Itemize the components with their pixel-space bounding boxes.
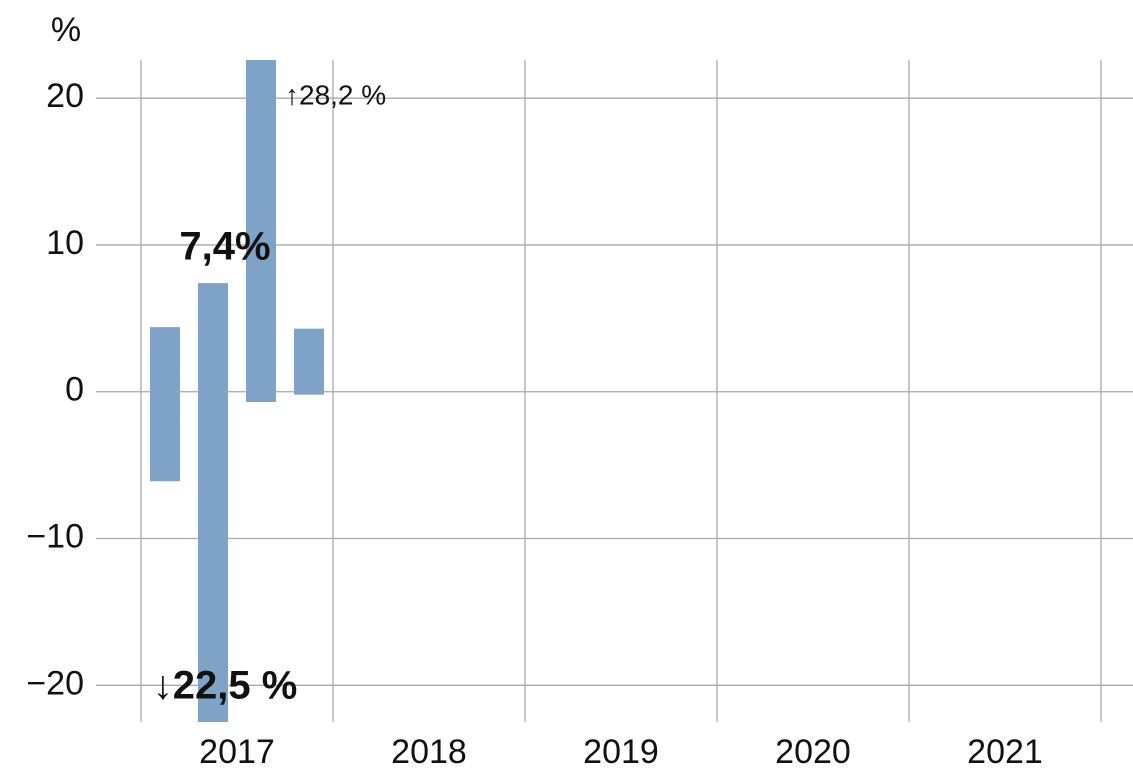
value-label: ↓22,5 % [153, 664, 298, 708]
value-label: ↑28,2 % [285, 79, 386, 110]
bar [246, 391, 276, 403]
value-label: 7,4% [179, 225, 270, 269]
bar [294, 391, 324, 395]
x-tick-label: 2018 [391, 733, 467, 771]
y-axis-label: % [51, 11, 81, 49]
y-tick-label: −10 [26, 518, 84, 556]
x-tick-label: 2017 [199, 733, 275, 771]
y-tick-label: 20 [46, 77, 84, 115]
y-tick-label: 10 [46, 224, 84, 262]
y-tick-label: 0 [65, 371, 84, 409]
x-tick-label: 2021 [967, 733, 1043, 771]
bar [198, 391, 228, 722]
y-tick-label: −20 [26, 664, 84, 702]
x-tick-label: 2019 [583, 733, 659, 771]
bars [150, 60, 324, 722]
bar [198, 283, 228, 392]
bar [246, 60, 276, 392]
bar [150, 391, 180, 417]
bar [150, 375, 180, 392]
x-tick-label: 2020 [775, 733, 851, 771]
bar [294, 363, 324, 392]
